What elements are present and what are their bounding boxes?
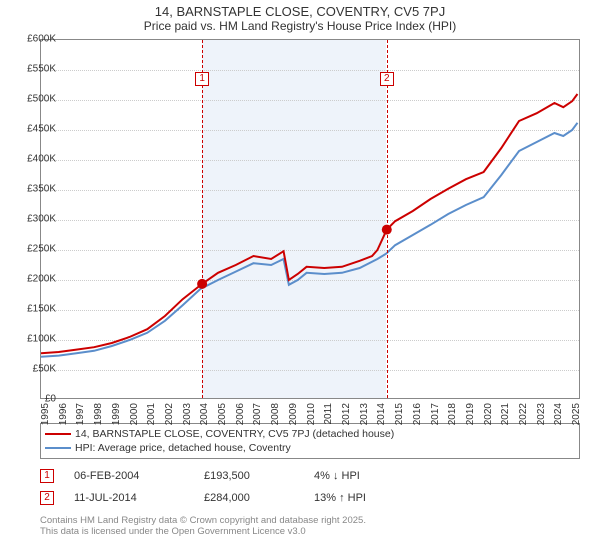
footer-line2: This data is licensed under the Open Gov… — [40, 526, 580, 537]
x-tick-label: 2020 — [483, 403, 494, 425]
y-tick-label: £200K — [27, 274, 56, 285]
x-tick-label: 2017 — [430, 403, 441, 425]
x-tick-label: 1998 — [93, 403, 104, 425]
event-marker-2: 2 — [40, 491, 54, 505]
x-tick-label: 2002 — [164, 403, 175, 425]
x-tick-label: 2012 — [341, 403, 352, 425]
x-tick-label: 2024 — [553, 403, 564, 425]
title-block: 14, BARNSTAPLE CLOSE, COVENTRY, CV5 7PJ … — [0, 0, 600, 35]
legend-label-price-paid: 14, BARNSTAPLE CLOSE, COVENTRY, CV5 7PJ … — [75, 428, 394, 440]
y-tick-label: £400K — [27, 154, 56, 165]
series-line-hpi — [41, 123, 577, 357]
x-tick-label: 2001 — [146, 403, 157, 425]
plot-area: 12 — [40, 39, 580, 399]
event-pct-2: 13% ↑ HPI — [314, 492, 424, 504]
x-tick-label: 1995 — [40, 403, 51, 425]
x-tick-label: 2018 — [447, 403, 458, 425]
event-box-2: 2 — [380, 72, 394, 86]
x-tick-label: 2005 — [217, 403, 228, 425]
x-tick-label: 2008 — [270, 403, 281, 425]
x-tick-label: 2023 — [536, 403, 547, 425]
event-vline-2 — [387, 40, 388, 398]
x-tick-label: 2022 — [518, 403, 529, 425]
y-tick-label: £100K — [27, 334, 56, 345]
legend-swatch-hpi — [45, 447, 71, 449]
x-tick-label: 1997 — [75, 403, 86, 425]
chart-svg — [41, 40, 581, 400]
event-date-2: 11-JUL-2014 — [74, 492, 184, 504]
legend-row-price-paid: 14, BARNSTAPLE CLOSE, COVENTRY, CV5 7PJ … — [45, 427, 575, 441]
x-tick-label: 2000 — [129, 403, 140, 425]
y-tick-label: £300K — [27, 214, 56, 225]
series-line-price_paid — [41, 94, 577, 353]
y-tick-label: £500K — [27, 94, 56, 105]
x-tick-label: 1999 — [111, 403, 122, 425]
footer: Contains HM Land Registry data © Crown c… — [40, 515, 580, 537]
event-row-2: 2 11-JUL-2014 £284,000 13% ↑ HPI — [40, 487, 580, 509]
x-tick-label: 2007 — [252, 403, 263, 425]
x-tick-label: 2011 — [323, 403, 334, 425]
event-price-1: £193,500 — [204, 470, 294, 482]
x-tick-label: 2016 — [412, 403, 423, 425]
legend-label-hpi: HPI: Average price, detached house, Cove… — [75, 442, 291, 454]
event-pct-1: 4% ↓ HPI — [314, 470, 424, 482]
x-tick-label: 2010 — [306, 403, 317, 425]
x-tick-label: 2004 — [199, 403, 210, 425]
event-marker-1: 1 — [40, 469, 54, 483]
event-row-1: 1 06-FEB-2004 £193,500 4% ↓ HPI — [40, 465, 580, 487]
x-tick-label: 2006 — [235, 403, 246, 425]
y-tick-label: £600K — [27, 34, 56, 45]
event-vline-1 — [202, 40, 203, 398]
x-tick-label: 2013 — [359, 403, 370, 425]
footer-line1: Contains HM Land Registry data © Crown c… — [40, 515, 580, 526]
event-price-2: £284,000 — [204, 492, 294, 504]
event-date-1: 06-FEB-2004 — [74, 470, 184, 482]
events-table: 1 06-FEB-2004 £193,500 4% ↓ HPI 2 11-JUL… — [40, 465, 580, 509]
y-tick-label: £450K — [27, 124, 56, 135]
y-tick-label: £350K — [27, 184, 56, 195]
x-tick-label: 2025 — [571, 403, 582, 425]
x-tick-label: 1996 — [58, 403, 69, 425]
x-tick-label: 2015 — [394, 403, 405, 425]
x-tick-label: 2021 — [500, 403, 511, 425]
y-tick-label: £250K — [27, 244, 56, 255]
x-tick-label: 2009 — [288, 403, 299, 425]
x-tick-label: 2014 — [376, 403, 387, 425]
chart-title-line1: 14, BARNSTAPLE CLOSE, COVENTRY, CV5 7PJ — [0, 4, 600, 19]
x-tick-label: 2019 — [465, 403, 476, 425]
y-tick-label: £50K — [33, 364, 56, 375]
chart-title-line2: Price paid vs. HM Land Registry's House … — [0, 19, 600, 33]
legend-row-hpi: HPI: Average price, detached house, Cove… — [45, 441, 575, 455]
chart-container: 14, BARNSTAPLE CLOSE, COVENTRY, CV5 7PJ … — [0, 0, 600, 560]
y-tick-label: £550K — [27, 64, 56, 75]
legend-series-box: 14, BARNSTAPLE CLOSE, COVENTRY, CV5 7PJ … — [40, 423, 580, 459]
legend-swatch-price-paid — [45, 433, 71, 435]
event-box-1: 1 — [195, 72, 209, 86]
x-tick-label: 2003 — [182, 403, 193, 425]
y-tick-label: £150K — [27, 304, 56, 315]
plot-wrap: 12 £0£50K£100K£150K£200K£250K£300K£350K£… — [40, 39, 600, 421]
legend-block: 14, BARNSTAPLE CLOSE, COVENTRY, CV5 7PJ … — [40, 423, 580, 509]
